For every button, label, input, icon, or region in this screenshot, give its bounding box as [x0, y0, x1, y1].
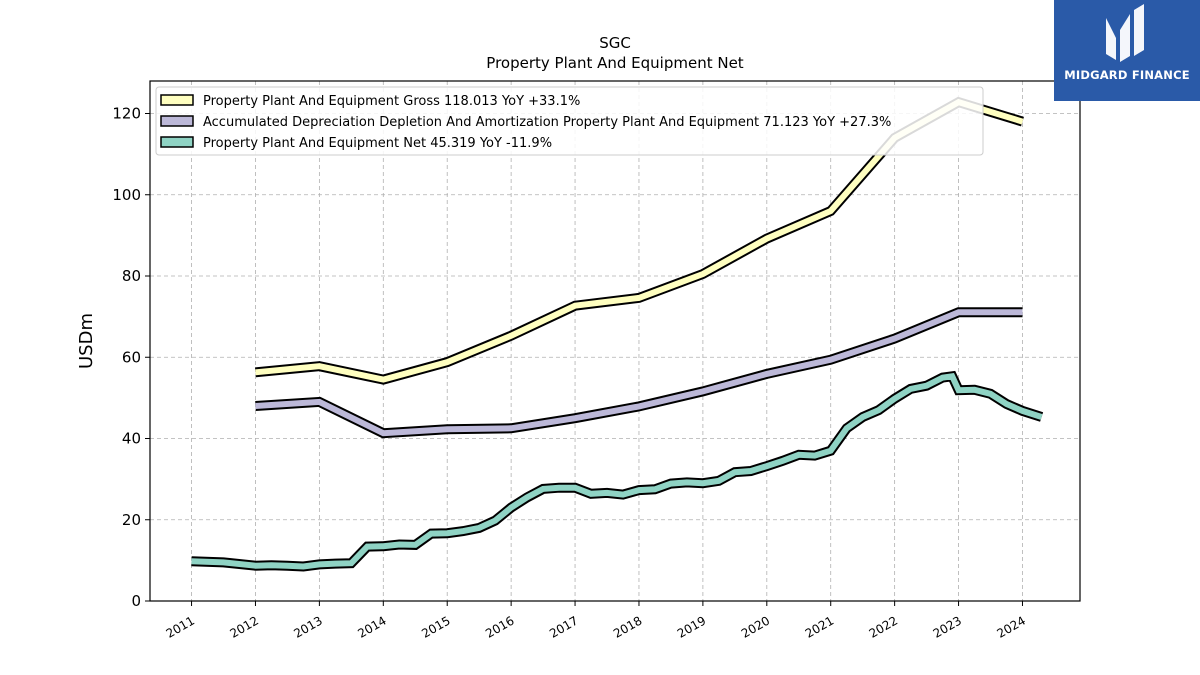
- x-tick-label: 2019: [675, 613, 708, 640]
- x-tick-label: 2022: [867, 613, 900, 640]
- y-tick-label: 60: [122, 348, 141, 366]
- y-tick-label: 0: [131, 592, 141, 610]
- y-tick-label: 100: [112, 186, 141, 204]
- x-tick-label: 2018: [611, 613, 644, 640]
- y-tick-label: 80: [122, 267, 141, 285]
- x-tick-label: 2016: [483, 613, 516, 640]
- legend: Property Plant And Equipment Gross 118.0…: [155, 86, 984, 156]
- brand-logo: MIDGARD FINANCE: [1054, 0, 1200, 101]
- x-tick-label: 2013: [291, 613, 324, 640]
- legend-label-accum: Accumulated Depreciation Depletion And A…: [203, 115, 891, 130]
- x-tick-label: 2011: [164, 613, 197, 640]
- chart-subtitle: Property Plant And Equipment Net: [486, 54, 743, 72]
- plot-frame: [149, 80, 1081, 602]
- logo-mark-icon: [1106, 4, 1144, 62]
- x-tick-label: 2021: [803, 613, 836, 640]
- x-tick-label: 2017: [547, 613, 580, 640]
- y-tick-label: 40: [122, 430, 141, 448]
- y-tick-label: 120: [112, 105, 141, 123]
- y-tick-label: 20: [122, 511, 141, 529]
- x-tick-label: 2015: [419, 613, 452, 640]
- series-line-2: [191, 373, 1043, 570]
- legend-swatch-accum: [160, 115, 194, 127]
- legend-swatch-gross: [160, 94, 194, 106]
- y-axis-label: USDm: [76, 313, 97, 369]
- x-tick-label: 2024: [995, 613, 1028, 640]
- legend-swatch-net: [160, 136, 194, 148]
- grid-lines: [150, 81, 1080, 602]
- legend-label-gross: Property Plant And Equipment Gross 118.0…: [203, 94, 580, 109]
- chart-title: SGC: [599, 34, 631, 52]
- legend-label-net: Property Plant And Equipment Net 45.319 …: [203, 136, 552, 151]
- x-tick-label: 2020: [739, 613, 772, 640]
- x-tick-label: 2023: [931, 613, 964, 640]
- x-tick-label: 2014: [355, 613, 388, 640]
- logo-text: MIDGARD FINANCE: [1064, 68, 1190, 82]
- legend-box: [155, 86, 984, 156]
- x-tick-label: 2012: [228, 613, 261, 640]
- series-line-1: [255, 309, 1023, 437]
